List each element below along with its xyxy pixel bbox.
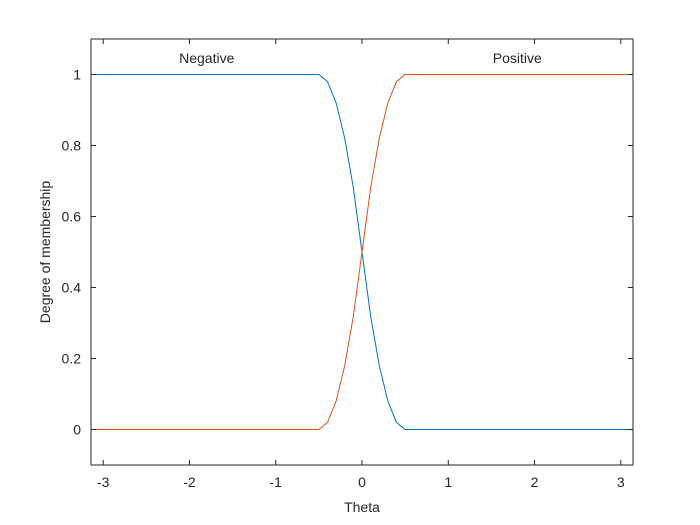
series-line-2 — [91, 74, 633, 430]
y-tick-label: 0.2 — [62, 351, 82, 367]
y-tick-label: 0.8 — [62, 138, 82, 154]
x-tick-label: 1 — [444, 474, 452, 490]
y-tick-label: 1 — [73, 67, 81, 83]
y-tick-label: 0.4 — [62, 280, 82, 296]
y-tick-label: 0 — [73, 422, 81, 438]
y-tick-label: 0.6 — [62, 209, 82, 225]
ticks-layer: -3 -2 -1 0 1 2 3 0 0.2 0.4 0.6 0.8 1 — [62, 39, 633, 490]
annotation-negative: Negative — [179, 50, 234, 66]
x-tick-label: 3 — [617, 474, 625, 490]
x-tick-label: 0 — [358, 474, 366, 490]
x-axis-label: Theta — [344, 499, 380, 515]
annotation-layer: Negative Positive — [179, 50, 542, 66]
annotation-positive: Positive — [493, 50, 542, 66]
x-tick-label: -1 — [270, 474, 283, 490]
x-tick-label: 2 — [531, 474, 539, 490]
series-layer — [91, 74, 633, 430]
plot-area: -3 -2 -1 0 1 2 3 0 0.2 0.4 0.6 0.8 1 Negative Positiv… — [62, 38, 634, 490]
x-tick-label: -3 — [97, 474, 110, 490]
x-tick-label: -2 — [183, 474, 196, 490]
y-axis-label: Degree of membership — [37, 181, 53, 324]
